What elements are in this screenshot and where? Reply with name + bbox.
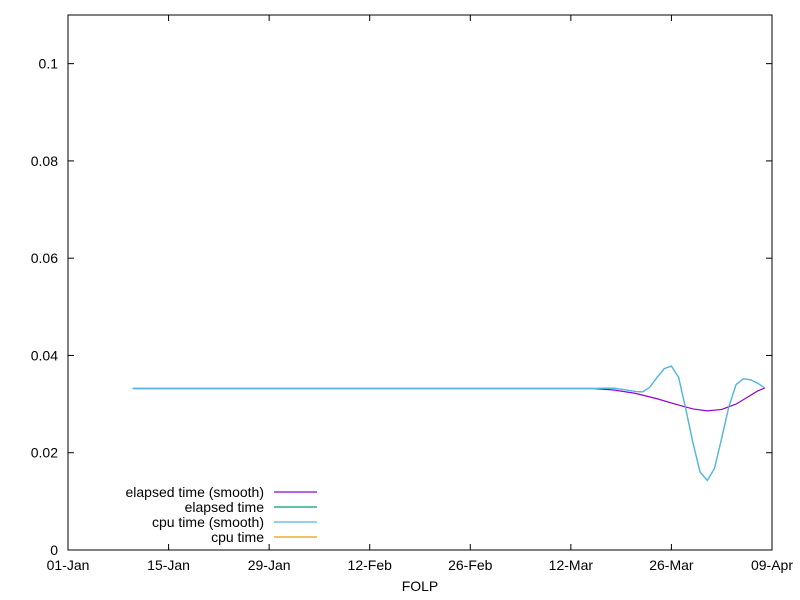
y-tick-label: 0.02	[31, 445, 58, 461]
y-tick-label: 0.1	[39, 56, 59, 72]
y-tick-label: 0.04	[31, 347, 58, 363]
legend-label: cpu time (smooth)	[152, 514, 264, 530]
x-tick-label: 09-Apr	[751, 557, 793, 573]
x-tick-label: 12-Feb	[348, 557, 393, 573]
x-axis: 01-Jan 15-Jan 29-Jan 12-Feb 26-Feb 12-Mar 26-M…	[47, 15, 793, 573]
series-line-1	[132, 365, 766, 482]
y-tick-label: 0.06	[31, 250, 58, 266]
plot-frame	[67, 14, 773, 551]
y-tick-label: 0.08	[31, 153, 58, 169]
x-tick-label: 15-Jan	[147, 557, 190, 573]
legend-label: elapsed time	[185, 499, 265, 515]
x-tick-label: 26-Mar	[649, 557, 694, 573]
legend-label: elapsed time (smooth)	[125, 484, 264, 500]
series-layer	[132, 365, 766, 482]
x-tick-label: 29-Jan	[248, 557, 291, 573]
series-line-0	[132, 387, 766, 412]
x-tick-label: 26-Feb	[448, 557, 493, 573]
x-axis-title: FOLP	[402, 578, 439, 594]
legend-label: cpu time	[211, 529, 264, 545]
x-tick-label: 12-Mar	[549, 557, 594, 573]
series-line-2	[132, 365, 766, 482]
y-tick-label: 0	[50, 542, 58, 558]
x-tick-label: 01-Jan	[47, 557, 90, 573]
y-axis: 0 0.02 0.04 0.06 0.08 0.1	[31, 56, 772, 558]
